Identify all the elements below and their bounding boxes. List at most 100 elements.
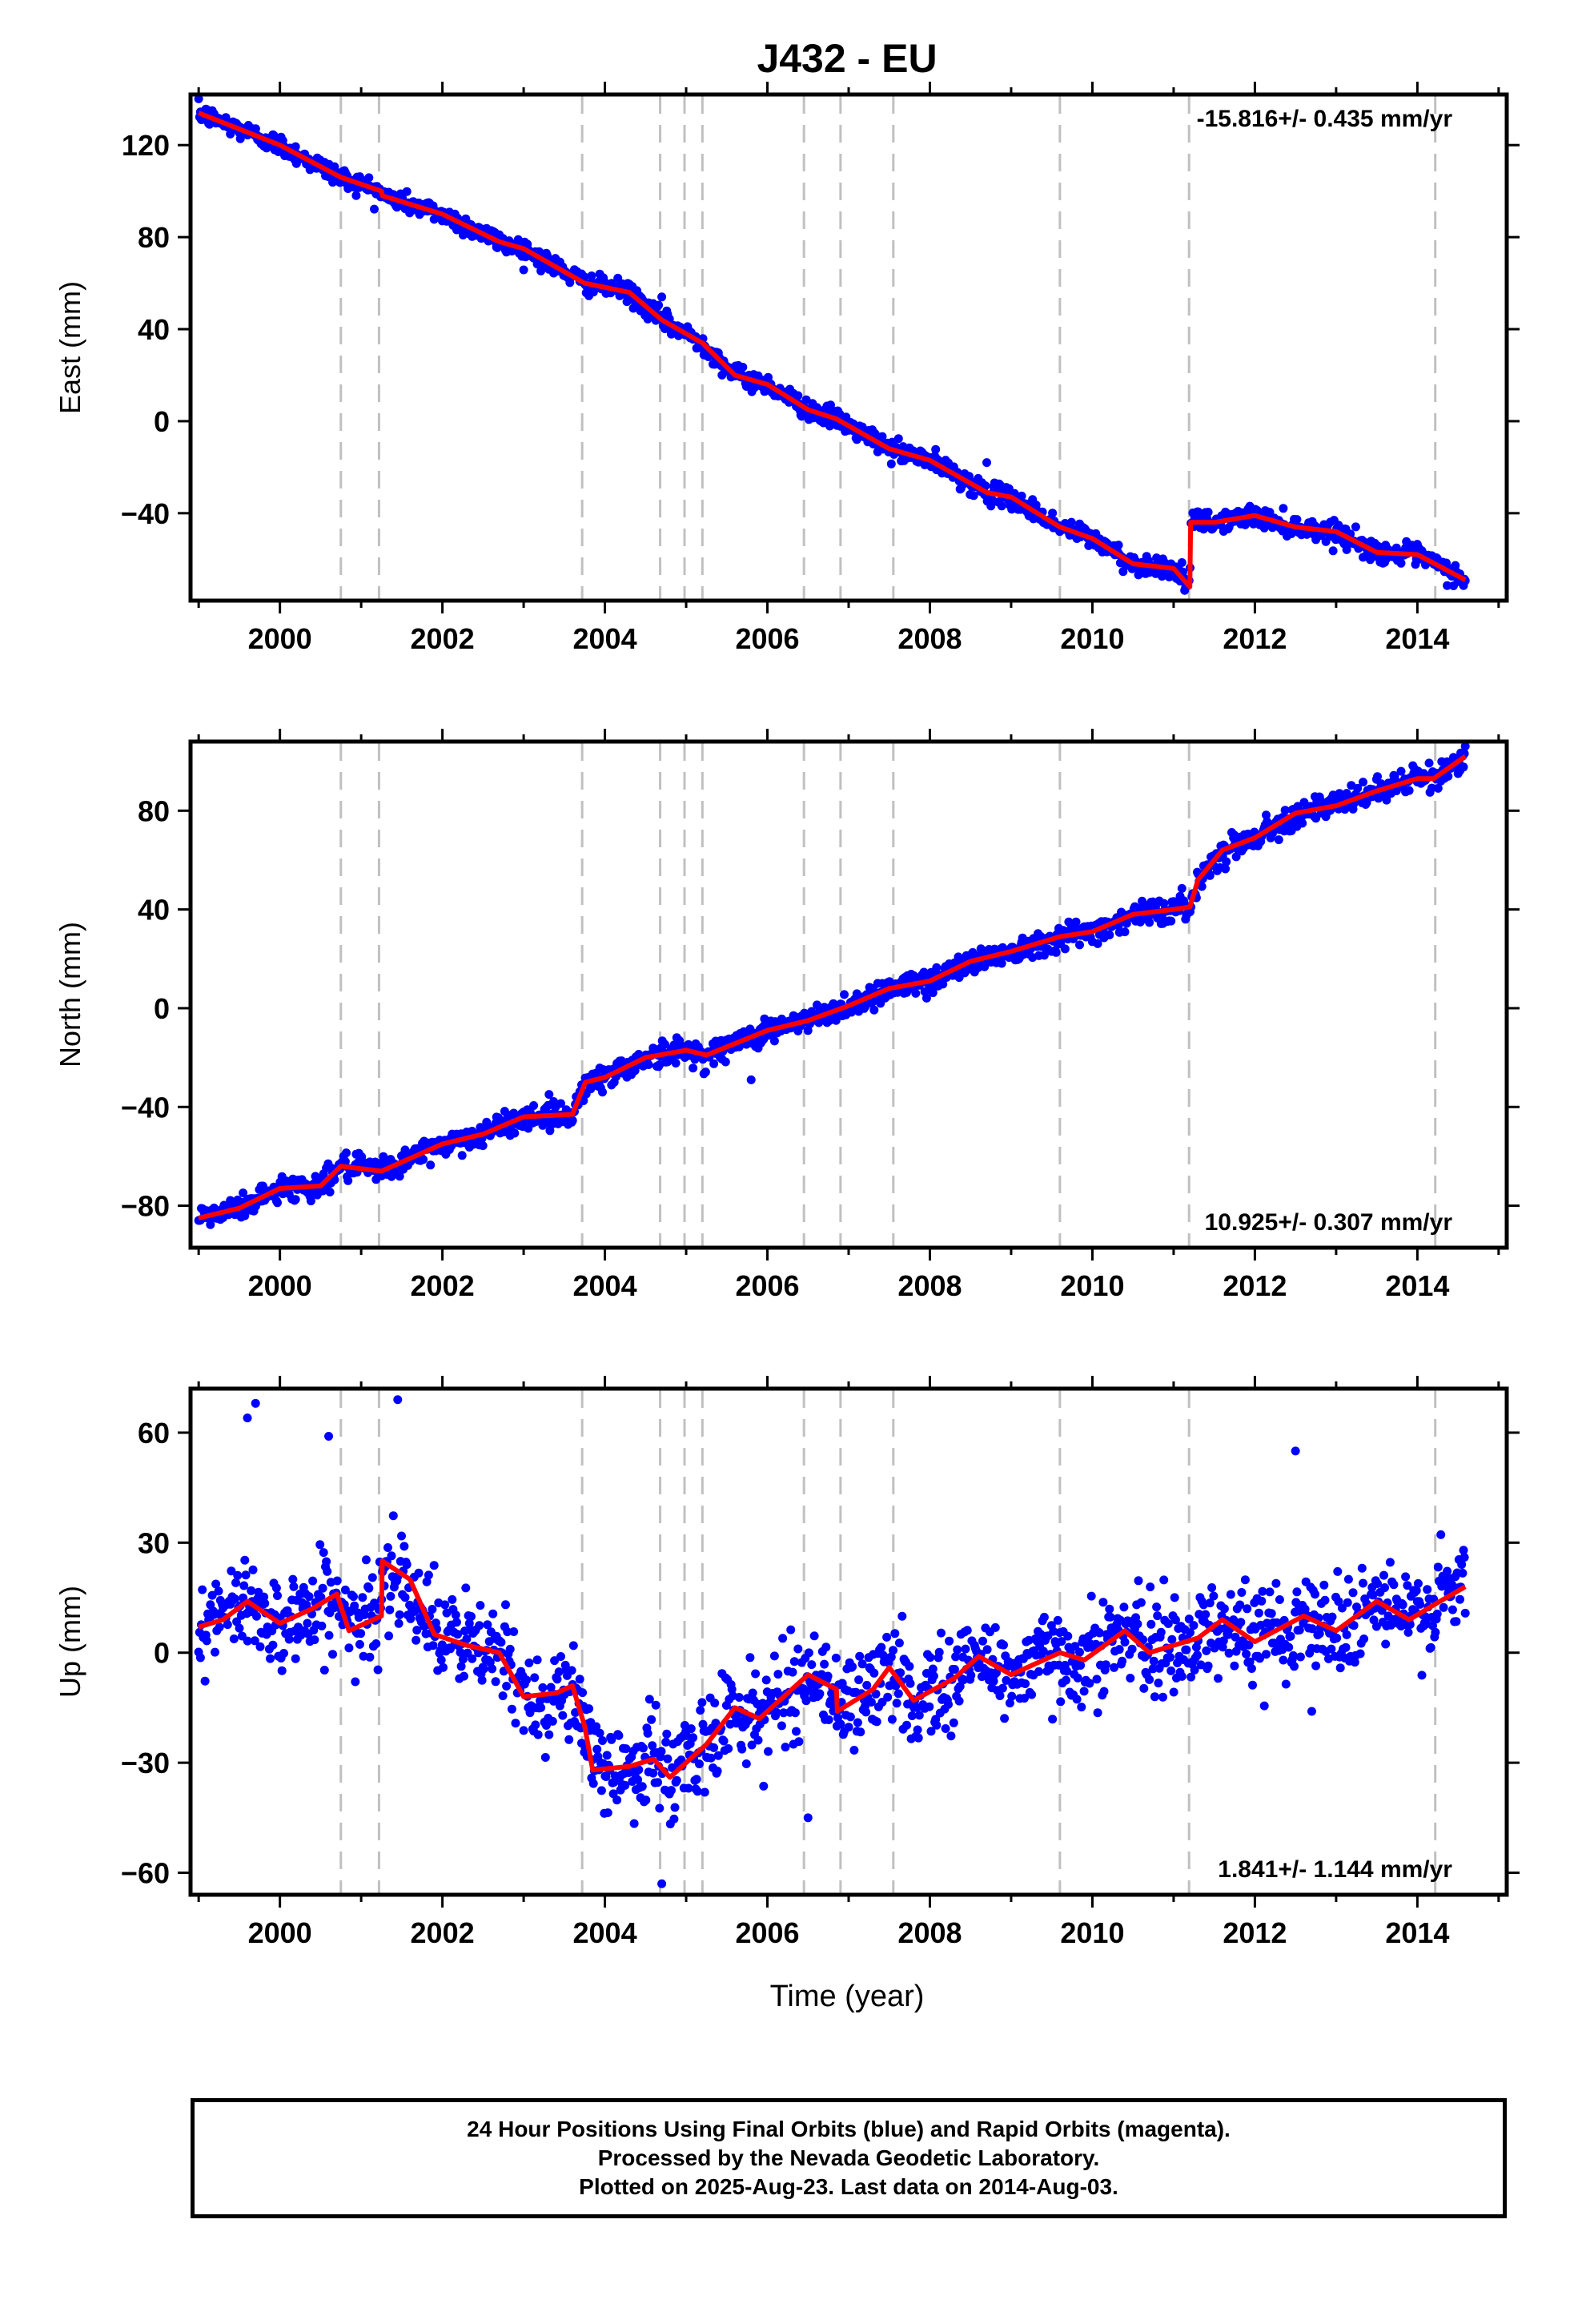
x-tick-label: 2002 <box>411 1916 475 1949</box>
data-point <box>1443 771 1453 781</box>
data-point <box>644 1695 654 1704</box>
data-point <box>349 1592 358 1602</box>
data-point <box>1229 1615 1239 1625</box>
data-point <box>457 1151 467 1160</box>
data-point <box>989 1676 998 1686</box>
data-point <box>231 1578 240 1587</box>
data-point <box>1039 1612 1049 1622</box>
data-point <box>567 1666 576 1675</box>
data-point <box>751 1669 761 1679</box>
data-point <box>1459 762 1468 772</box>
data-point <box>1404 786 1414 795</box>
data-point <box>202 1636 211 1646</box>
data-point <box>1255 1654 1264 1663</box>
x-tick-label: 2000 <box>248 622 312 655</box>
data-point <box>648 1768 658 1778</box>
data-point <box>342 1148 351 1158</box>
data-point <box>1159 1575 1169 1585</box>
data-point <box>211 1579 221 1589</box>
data-point <box>1342 1630 1351 1639</box>
data-point <box>1240 1575 1250 1585</box>
data-point <box>629 1819 639 1828</box>
data-point <box>886 1652 896 1662</box>
data-point <box>668 1763 677 1772</box>
x-tick-label: 2008 <box>897 1269 962 1302</box>
outlier-point <box>393 1395 403 1405</box>
data-point <box>831 1653 841 1663</box>
data-point <box>1417 1671 1427 1680</box>
data-point <box>789 1657 799 1667</box>
data-point <box>1219 1636 1228 1646</box>
x-tick-label: 2006 <box>735 1269 799 1302</box>
data-point <box>1271 1578 1281 1588</box>
data-point <box>982 1645 992 1655</box>
data-point <box>1390 772 1399 782</box>
data-point <box>1077 1703 1086 1712</box>
data-point <box>653 1778 662 1787</box>
outlier-point <box>324 1432 334 1441</box>
data-point <box>451 1610 460 1620</box>
data-point <box>452 1618 461 1627</box>
data-point <box>1298 818 1307 828</box>
data-point <box>397 1531 406 1541</box>
data-point <box>488 1609 498 1618</box>
y-tick-label: −40 <box>121 1091 170 1124</box>
data-point <box>651 1700 661 1710</box>
y-tick-label: 120 <box>122 129 170 162</box>
data-point <box>388 1511 398 1521</box>
data-point <box>1236 1618 1246 1627</box>
data-point <box>379 1152 388 1161</box>
data-point <box>778 1634 788 1643</box>
data-point <box>638 1743 648 1753</box>
data-point <box>279 1649 288 1658</box>
data-point <box>928 1664 938 1674</box>
data-point <box>637 1782 647 1791</box>
data-point <box>288 1574 298 1584</box>
data-point <box>1291 1607 1300 1617</box>
data-point <box>946 1731 956 1741</box>
data-point <box>544 1090 554 1100</box>
data-point <box>1398 1600 1407 1610</box>
data-point <box>607 1735 616 1744</box>
rate-annotation: -15.816+/- 0.435 mm/yr <box>1197 106 1453 132</box>
data-point <box>1359 1578 1367 1588</box>
panel-east: 2000 2002 2004 2006 2008 2010 2012 2014 −40 0 40 80… <box>54 82 1520 655</box>
data-point <box>324 1630 334 1640</box>
caption-box: 24 Hour Positions Using Final Orbits (bl… <box>191 2098 1507 2218</box>
data-point <box>1403 1627 1413 1637</box>
data-point <box>1224 1648 1234 1658</box>
data-point <box>773 1670 783 1679</box>
data-point <box>902 987 911 997</box>
data-point <box>824 1715 833 1724</box>
x-tick-label: 2000 <box>248 1269 312 1302</box>
data-point <box>1005 1699 1014 1708</box>
data-point <box>483 1620 492 1630</box>
x-tick-label: 2012 <box>1223 1916 1287 1949</box>
data-point <box>713 1751 723 1760</box>
data-point <box>414 1568 424 1578</box>
data-point <box>737 1744 747 1754</box>
data-point <box>1163 1619 1173 1628</box>
data-point <box>929 1671 938 1681</box>
data-point <box>612 1795 622 1805</box>
data-point <box>969 491 978 501</box>
data-point <box>932 963 942 972</box>
data-point <box>524 1659 534 1667</box>
data-point <box>250 1636 259 1646</box>
data-point <box>247 1586 256 1595</box>
data-point <box>781 1743 790 1752</box>
data-point <box>1086 1591 1096 1601</box>
data-point <box>793 1644 803 1654</box>
data-point <box>961 1644 970 1654</box>
data-point <box>809 1631 819 1641</box>
data-point <box>1405 1620 1415 1629</box>
data-point <box>1149 1656 1158 1666</box>
data-point <box>769 1036 779 1046</box>
data-point <box>373 1665 383 1675</box>
data-point <box>1186 1672 1196 1682</box>
data-point <box>1355 1649 1365 1659</box>
data-point <box>1169 1687 1178 1697</box>
data-points <box>194 1395 1470 1888</box>
data-point <box>753 1735 763 1745</box>
data-point <box>951 1652 961 1662</box>
